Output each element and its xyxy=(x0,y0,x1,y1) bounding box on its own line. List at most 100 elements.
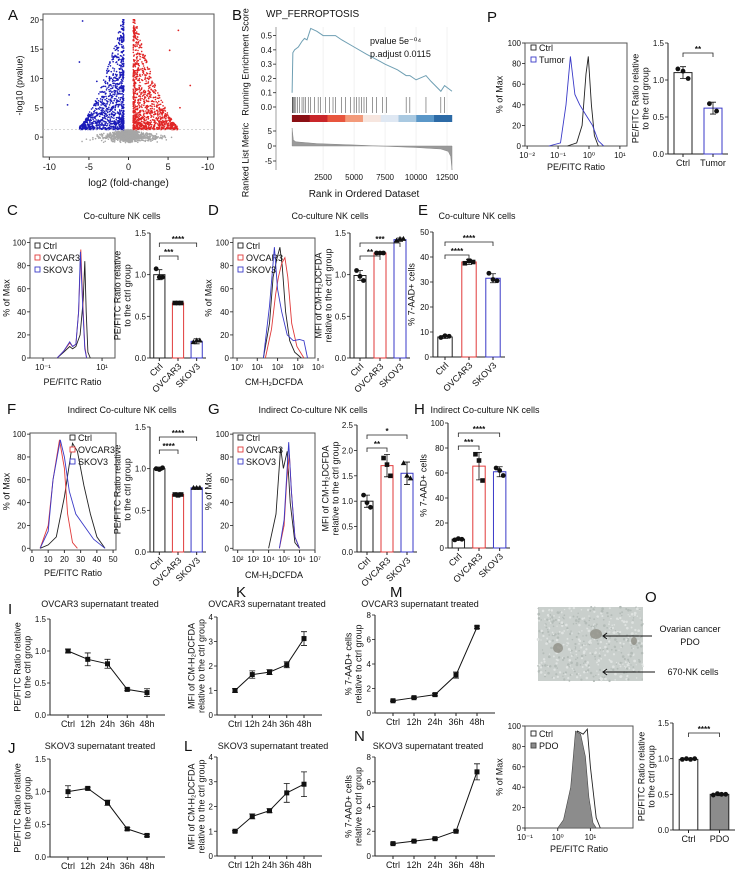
point-ns xyxy=(135,131,137,134)
y-tick-label: 0.1 xyxy=(261,89,273,98)
histogram-skov3 xyxy=(262,247,308,359)
point-down xyxy=(108,104,111,106)
point-down xyxy=(120,51,123,53)
panel-letter: H xyxy=(414,401,425,418)
image-texture xyxy=(564,673,567,676)
y-tick-label: 1.0 xyxy=(135,465,147,474)
point-ns xyxy=(112,139,115,141)
x-tick-label: 50 xyxy=(109,555,118,564)
category-label: Ctrl xyxy=(447,551,464,568)
point-ns xyxy=(101,135,103,138)
data-point xyxy=(232,828,238,834)
image-texture xyxy=(611,665,615,669)
image-texture xyxy=(538,619,541,622)
point-up xyxy=(139,121,141,124)
point-down xyxy=(122,45,125,47)
image-texture xyxy=(586,608,590,612)
x-axis-label: PE/FITC Ratio xyxy=(550,844,608,854)
point-down xyxy=(119,76,122,78)
point-ns xyxy=(102,141,105,144)
image-texture xyxy=(596,661,598,664)
y-tick-label: 6 xyxy=(367,778,372,787)
point-down xyxy=(100,123,102,126)
point-down xyxy=(94,120,97,123)
image-texture xyxy=(568,607,571,610)
point-ns xyxy=(125,130,128,133)
point-down xyxy=(120,123,122,126)
point-up xyxy=(138,105,141,107)
point-ns xyxy=(89,139,91,141)
point-down xyxy=(109,117,112,119)
point-up xyxy=(148,77,151,80)
point-ns xyxy=(127,135,130,138)
point-up xyxy=(140,105,142,108)
point-down xyxy=(86,121,88,124)
point-up xyxy=(158,113,161,115)
point-ns xyxy=(121,138,124,140)
point-down xyxy=(107,108,109,111)
point-up xyxy=(134,110,137,113)
image-texture xyxy=(550,646,553,650)
point-down xyxy=(97,119,99,121)
panel-title: WP_FERROPTOSIS xyxy=(266,9,359,20)
x-tick-label: 10 xyxy=(44,555,53,564)
point-ns xyxy=(148,138,151,140)
category-label: 24h xyxy=(262,719,277,729)
point-down xyxy=(110,100,113,103)
image-texture xyxy=(570,652,572,654)
point-ns xyxy=(162,136,164,138)
legend-swatch xyxy=(34,242,41,249)
point-ns xyxy=(124,137,127,140)
point-ns xyxy=(131,140,134,143)
point-down xyxy=(111,106,114,108)
point-up xyxy=(132,29,135,31)
image-texture xyxy=(631,647,633,649)
point-up xyxy=(132,111,135,114)
category-label: Ctrl xyxy=(386,860,400,870)
point-down xyxy=(106,82,109,85)
point-up xyxy=(138,69,141,71)
point-down xyxy=(106,72,108,74)
point-down xyxy=(121,68,124,71)
point-up xyxy=(157,92,159,94)
image-texture xyxy=(633,611,637,615)
panel-letter: F xyxy=(7,401,16,418)
point-down xyxy=(116,122,119,124)
point-down xyxy=(117,53,119,55)
data-point-triangle xyxy=(407,475,414,481)
image-texture xyxy=(578,623,581,627)
point-ns xyxy=(97,135,99,137)
point-ns xyxy=(134,139,136,142)
point-ns xyxy=(140,139,143,142)
panel-title: Indirect Co-culture NK cells xyxy=(258,405,368,415)
point-down xyxy=(118,104,120,107)
point-outlier xyxy=(95,80,98,83)
point-down xyxy=(121,79,123,82)
image-texture xyxy=(568,665,570,668)
point-up xyxy=(136,121,139,123)
point-down xyxy=(114,121,117,123)
y-tick-label: 5 xyxy=(35,104,40,113)
point-down xyxy=(101,122,103,124)
point-up xyxy=(160,126,163,129)
image-texture xyxy=(601,676,603,678)
x-tick-label: 20 xyxy=(60,555,69,564)
point-down xyxy=(102,107,105,110)
point-down xyxy=(121,126,124,128)
point-up xyxy=(146,66,149,69)
point-up xyxy=(143,112,145,115)
image-texture xyxy=(575,622,577,625)
point-ns xyxy=(133,133,136,135)
point-up xyxy=(139,89,142,92)
point-ns xyxy=(100,139,103,142)
image-texture xyxy=(550,609,553,612)
point-ns xyxy=(131,136,134,138)
image-texture xyxy=(604,645,607,649)
image-texture xyxy=(568,632,572,636)
image-texture xyxy=(624,624,627,627)
y-tick-label: 1.5 xyxy=(342,472,354,481)
point-down xyxy=(112,106,115,109)
image-texture xyxy=(615,663,618,666)
point-ns xyxy=(129,135,131,138)
